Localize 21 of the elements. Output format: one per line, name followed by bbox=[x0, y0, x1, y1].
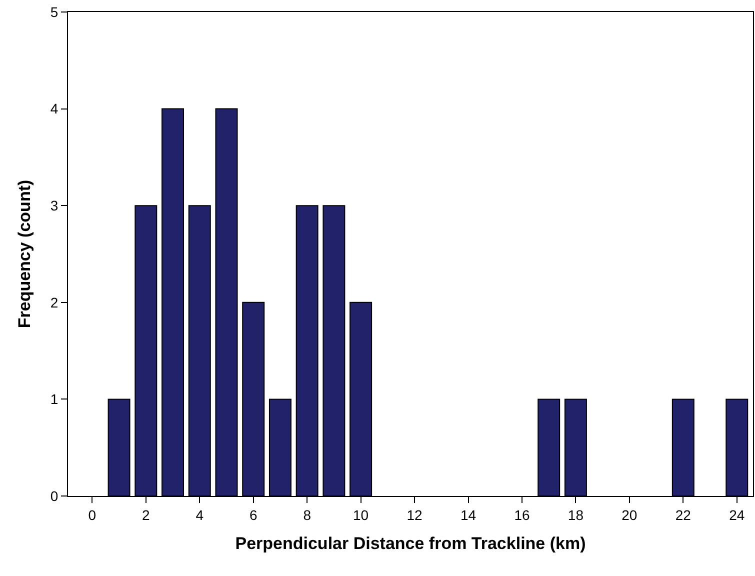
x-tick-label: 18 bbox=[568, 506, 584, 523]
x-tick-label: 12 bbox=[406, 506, 423, 523]
y-tick-label: 4 bbox=[50, 100, 58, 117]
x-tick-label: 0 bbox=[88, 506, 96, 523]
x-tick-label: 8 bbox=[303, 506, 312, 523]
x-tick-label: 20 bbox=[622, 506, 638, 523]
x-tick-label: 6 bbox=[249, 506, 258, 523]
x-tick-label: 2 bbox=[142, 506, 150, 523]
y-tick-label: 2 bbox=[50, 294, 58, 310]
x-tick-label: 14 bbox=[460, 506, 476, 523]
x-tick-label: 4 bbox=[196, 506, 204, 523]
y-tick-label: 3 bbox=[50, 198, 58, 214]
y-tick-label: 0 bbox=[50, 488, 58, 504]
x-tick-label: 10 bbox=[353, 506, 369, 523]
y-axis-title: Frequency (count) bbox=[14, 180, 34, 328]
y-tick-label: 1 bbox=[50, 391, 58, 408]
x-tick-label: 16 bbox=[514, 506, 530, 523]
x-tick-label: 24 bbox=[729, 506, 745, 523]
y-tick-label: 5 bbox=[50, 4, 58, 20]
x-axis-title: Perpendicular Distance from Trackline (km) bbox=[235, 534, 586, 554]
x-tick-label: 22 bbox=[675, 506, 692, 523]
